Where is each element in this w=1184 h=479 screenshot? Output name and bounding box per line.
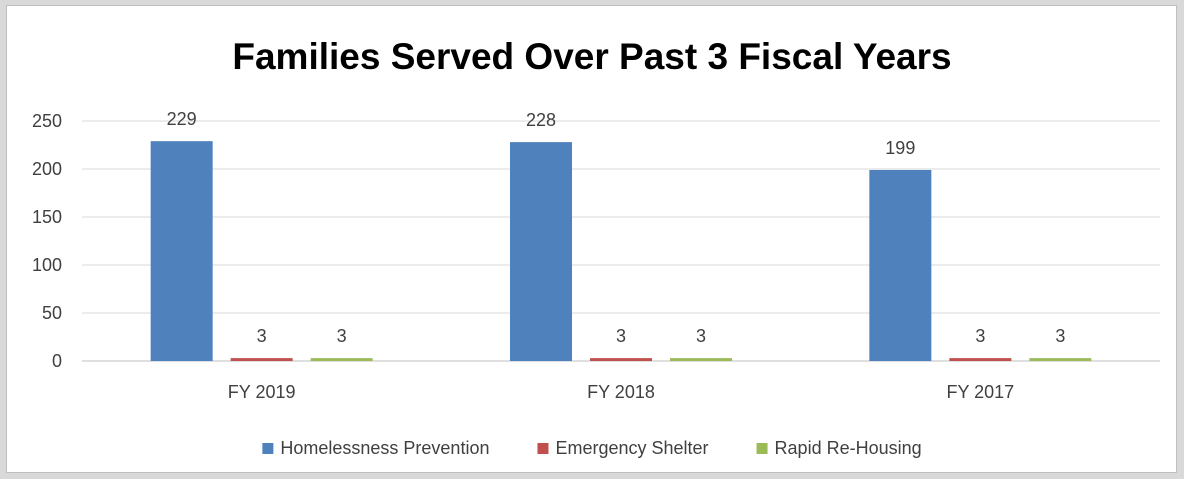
y-tick-label: 0	[52, 351, 62, 371]
legend-label: Rapid Re-Housing	[775, 438, 922, 458]
bar	[310, 358, 373, 361]
gridlines	[82, 120, 1160, 362]
bar	[869, 169, 932, 361]
bar	[590, 358, 652, 361]
data-label: 3	[337, 326, 347, 346]
y-axis: 0 50 100 150 200 250	[32, 111, 62, 371]
chart-title: Families Served Over Past 3 Fiscal Years	[232, 36, 951, 77]
bar	[230, 358, 293, 361]
legend-swatch	[756, 443, 768, 454]
y-tick-label: 150	[32, 207, 62, 227]
data-label: 228	[526, 110, 556, 130]
legend-swatch	[537, 443, 549, 454]
chart-frame: Families Served Over Past 3 Fiscal Years…	[6, 5, 1177, 473]
x-axis: FY 2019 FY 2018 FY 2017	[228, 382, 1014, 402]
bar-chart: Families Served Over Past 3 Fiscal Years…	[32, 36, 1160, 458]
legend: Homelessness Prevention Emergency Shelter…	[262, 438, 922, 458]
data-label: 3	[696, 326, 706, 346]
bar	[150, 141, 213, 361]
data-label: 199	[885, 138, 915, 158]
y-tick-label: 100	[32, 255, 62, 275]
data-label: 3	[257, 326, 267, 346]
data-label: 3	[1055, 326, 1065, 346]
bar	[1029, 358, 1092, 361]
bar	[510, 142, 572, 361]
x-tick-label: FY 2018	[587, 382, 655, 402]
bar	[670, 358, 732, 361]
data-label: 229	[167, 109, 197, 129]
y-tick-label: 50	[42, 303, 62, 323]
legend-label: Emergency Shelter	[555, 438, 708, 458]
x-tick-label: FY 2019	[228, 382, 296, 402]
y-tick-label: 200	[32, 159, 62, 179]
legend-swatch	[262, 443, 274, 454]
data-label: 3	[616, 326, 626, 346]
legend-label: Homelessness Prevention	[280, 438, 489, 458]
x-tick-label: FY 2017	[946, 382, 1014, 402]
data-label: 3	[975, 326, 985, 346]
bar	[949, 358, 1012, 361]
y-tick-label: 250	[32, 111, 62, 131]
bars: 229 3 3 228 3 3 199 3 3	[150, 109, 1092, 361]
